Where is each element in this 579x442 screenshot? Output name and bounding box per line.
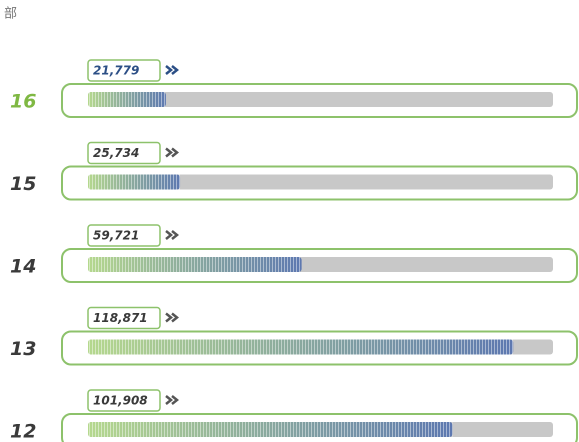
value-box — [87, 224, 161, 247]
value-label: 21,779 — [93, 64, 139, 78]
row-outline — [61, 165, 578, 201]
arrows — [165, 312, 180, 323]
value-box — [87, 306, 161, 330]
arrows — [165, 230, 180, 240]
category-label: 13 — [10, 338, 36, 360]
value-box — [87, 389, 161, 412]
bar-stripes — [88, 339, 514, 355]
value-box — [87, 141, 161, 165]
arrows — [165, 65, 180, 75]
arrows — [165, 147, 180, 158]
category-label: 14 — [10, 256, 36, 278]
value-label: 101,908 — [93, 394, 148, 408]
category-label: 16 — [10, 91, 36, 113]
category-label: 12 — [10, 421, 36, 442]
value-label: 59,721 — [93, 229, 139, 243]
row-outline — [61, 83, 578, 118]
value-label: 118,871 — [93, 311, 148, 325]
value-box — [87, 59, 161, 82]
bar-stripes — [88, 257, 302, 272]
value-label: 25,734 — [93, 146, 139, 160]
track — [88, 92, 553, 107]
bar-stripes — [88, 174, 181, 190]
category-label: 15 — [10, 173, 36, 195]
track — [88, 174, 553, 190]
row-outline — [61, 330, 578, 366]
arrows — [165, 395, 180, 405]
row-outline — [61, 413, 578, 442]
subtitle: 部 — [4, 7, 17, 22]
bar-stripes — [88, 92, 166, 107]
bar-stripes — [88, 422, 453, 437]
row-outline — [61, 248, 578, 283]
